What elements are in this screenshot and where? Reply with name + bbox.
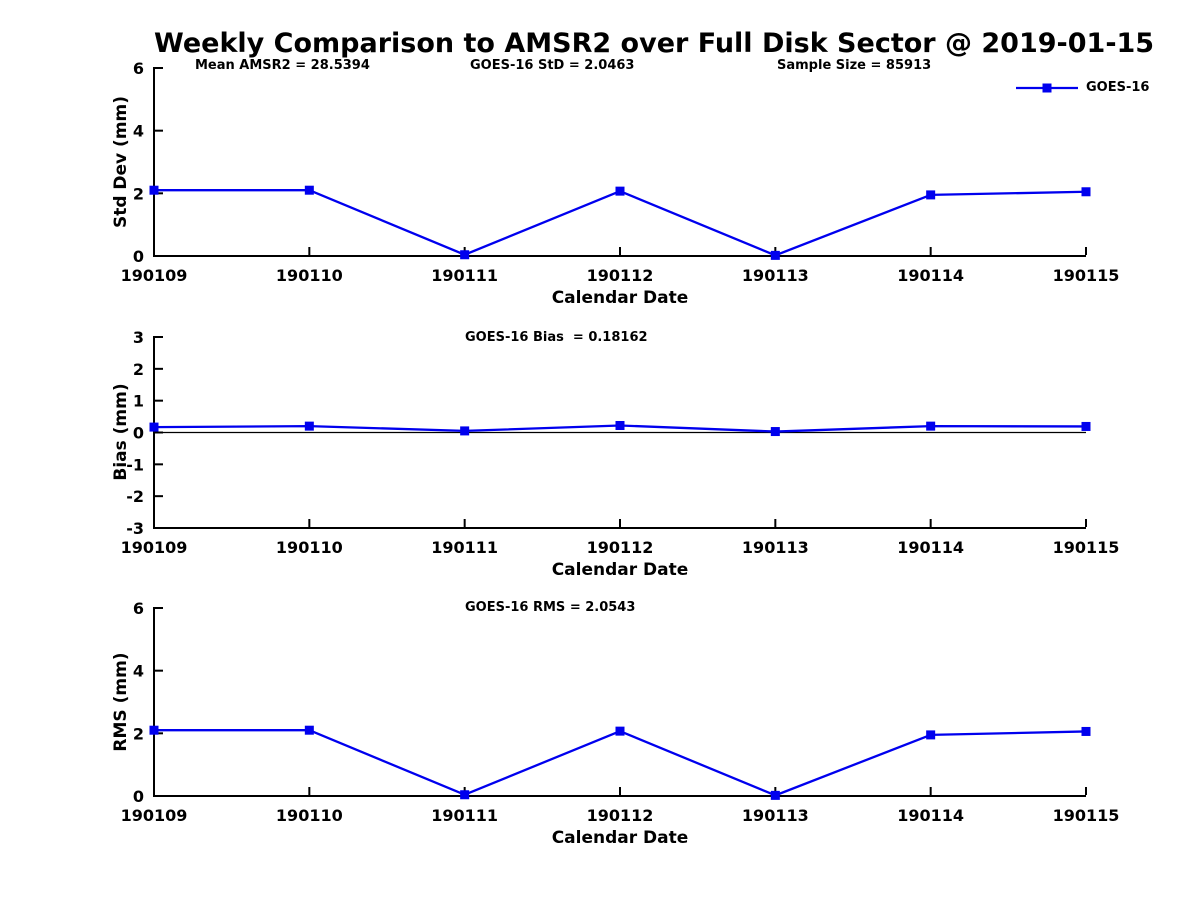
x-tick-label: 190111 (431, 538, 498, 557)
x-tick-label: 190115 (1053, 266, 1120, 285)
y-tick-label: -1 (126, 455, 144, 474)
x-tick-label: 190112 (587, 806, 654, 825)
y-tick-label: 6 (133, 59, 144, 78)
data-marker (926, 421, 936, 431)
x-axis-label-rms: Calendar Date (551, 828, 689, 848)
x-axis-label-bias: Calendar Date (551, 560, 689, 580)
y-tick-label: 3 (133, 328, 144, 347)
legend-label: GOES-16 (1086, 80, 1150, 95)
data-marker (615, 420, 625, 430)
x-tick-label: 190115 (1053, 806, 1120, 825)
x-tick-label: 190109 (121, 806, 188, 825)
x-tick-label: 190113 (742, 266, 809, 285)
y-tick-label: 2 (133, 184, 144, 203)
subplot-bias: -3 -2 -1 0 1 2 3 190109 190110 190111 190112 190113… (121, 328, 1120, 557)
annotation-goes16-rms: GOES-16 RMS = 2.0543 (465, 600, 636, 615)
x-tick-label: 190110 (276, 538, 343, 557)
x-tick-label: 190110 (276, 806, 343, 825)
y-tick-label: 0 (133, 247, 144, 266)
data-marker (1081, 726, 1091, 736)
annotation-goes16-bias: GOES-16 Bias = 0.18162 (465, 330, 648, 345)
x-tick-label: 190113 (742, 538, 809, 557)
y-tick-label: 4 (133, 122, 144, 141)
y-tick-label: 1 (133, 392, 144, 411)
data-marker (460, 790, 470, 800)
legend-marker (1042, 83, 1052, 93)
data-line (154, 189, 1087, 257)
data-marker (1081, 187, 1091, 197)
data-marker (304, 185, 314, 195)
annotation-sample-size: Sample Size = 85913 (777, 58, 932, 73)
x-tick-label: 190112 (587, 266, 654, 285)
data-line (154, 729, 1087, 797)
data-marker (615, 186, 625, 196)
annotation-mean-amsr2: Mean AMSR2 = 28.5394 (195, 58, 370, 73)
data-marker (304, 421, 314, 431)
legend: GOES-16 (1016, 80, 1149, 96)
data-marker (149, 422, 159, 432)
x-tick-label: 190109 (121, 266, 188, 285)
x-tick-label: 190111 (431, 806, 498, 825)
subplot-std-dev: 0 2 4 6 190109 190110 190111 190112 190113 190114… (121, 59, 1120, 285)
data-marker (304, 725, 314, 735)
data-marker (460, 250, 470, 260)
subplot-rms: 0 2 4 6 190109 190110 190111 190112 190113 190114… (121, 599, 1120, 825)
data-marker (615, 726, 625, 736)
y-tick-label: -2 (126, 487, 144, 506)
y-tick-label: 6 (133, 599, 144, 618)
y-tick-label: 4 (133, 662, 144, 681)
data-marker (770, 790, 780, 800)
data-marker (926, 730, 936, 740)
y-tick-label: -3 (126, 519, 144, 538)
data-marker (770, 427, 780, 437)
figure-title: Weekly Comparison to AMSR2 over Full Dis… (154, 28, 1155, 59)
data-marker (1081, 421, 1091, 431)
data-marker (149, 725, 159, 735)
x-tick-label: 190114 (897, 266, 964, 285)
x-tick-label: 190111 (431, 266, 498, 285)
data-marker (770, 250, 780, 260)
x-tick-label: 190115 (1053, 538, 1120, 557)
x-tick-label: 190112 (587, 538, 654, 557)
legend-line-sample (1016, 83, 1078, 93)
x-tick-label: 190109 (121, 538, 188, 557)
x-tick-label: 190114 (897, 538, 964, 557)
x-tick-label: 190114 (897, 806, 964, 825)
x-axis-label-std-dev: Calendar Date (551, 288, 689, 308)
data-marker (149, 185, 159, 195)
data-marker (926, 190, 936, 200)
x-tick-label: 190110 (276, 266, 343, 285)
y-tick-label: 0 (133, 424, 144, 443)
annotation-goes16-std: GOES-16 StD = 2.0463 (470, 58, 635, 73)
data-marker (460, 426, 470, 436)
y-tick-label: 2 (133, 724, 144, 743)
y-tick-label: 2 (133, 360, 144, 379)
x-tick-label: 190113 (742, 806, 809, 825)
y-tick-label: 0 (133, 787, 144, 806)
